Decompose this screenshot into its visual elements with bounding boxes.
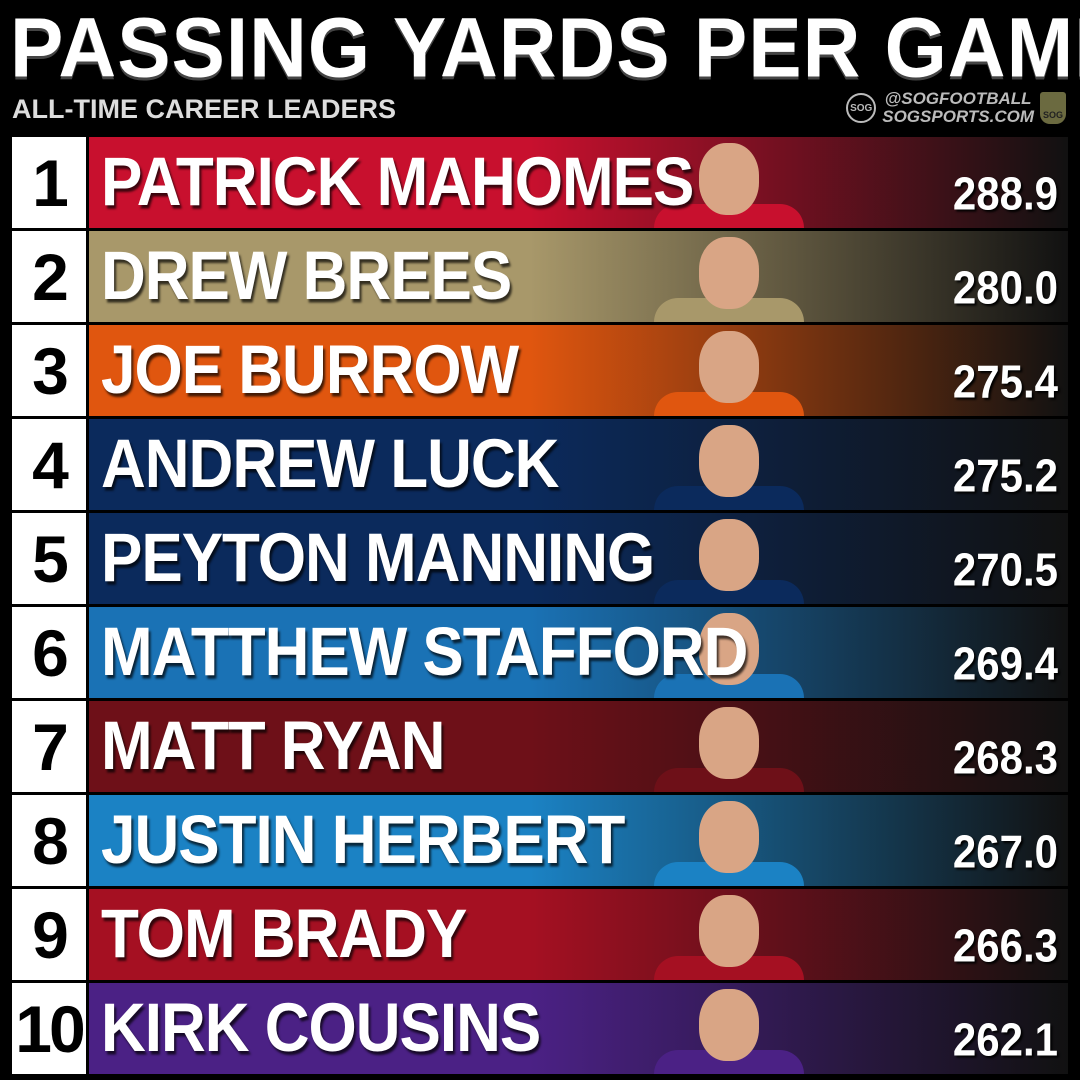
player-bar: KIRK COUSINS 262.1 [89,983,1068,1074]
player-head [699,613,759,685]
leaderboard: 1 PATRICK MAHOMES 288.9 2 DREW BREES 280… [12,137,1068,1077]
yards-per-game-value: 267.0 [952,825,1058,878]
leaderboard-row: 9 TOM BRADY 266.3 [12,889,1068,980]
yards-per-game-value: 275.2 [952,449,1058,502]
player-name: ANDREW LUCK [101,426,559,503]
player-head [699,143,759,215]
rank-number: 1 [12,137,86,228]
leaderboard-row: 2 DREW BREES 280.0 [12,231,1068,322]
player-head [699,801,759,873]
leaderboard-row: 5 PEYTON MANNING 270.5 [12,513,1068,604]
yards-per-game-value: 280.0 [952,261,1058,314]
leaderboard-row: 4 ANDREW LUCK 275.2 [12,419,1068,510]
social-handle: @SOGFOOTBALL [884,89,1032,108]
player-name: DREW BREES [101,238,512,315]
yards-per-game-value: 288.9 [952,167,1058,220]
player-name: KIRK COUSINS [101,990,541,1067]
player-bar: PATRICK MAHOMES 288.9 [89,137,1068,228]
player-photo [644,137,814,228]
rank-number: 9 [12,889,86,980]
player-name: TOM BRADY [101,896,467,973]
player-name: MATTHEW STAFFORD [101,614,748,691]
yards-per-game-value: 266.3 [952,919,1058,972]
yards-per-game-value: 275.4 [952,355,1058,408]
rank-number: 6 [12,607,86,698]
player-photo [644,983,814,1074]
player-name: MATT RYAN [101,708,445,785]
player-name: PATRICK MAHOMES [101,144,694,221]
sog-logo-icon: SOG [846,93,877,123]
player-bar: JOE BURROW 275.4 [89,325,1068,416]
player-name: PEYTON MANNING [101,520,655,597]
yards-per-game-value: 262.1 [952,1013,1058,1066]
player-bar: MATTHEW STAFFORD 269.4 [89,607,1068,698]
rank-number: 2 [12,231,86,322]
player-photo [644,607,814,698]
rank-number: 10 [12,983,86,1074]
leaderboard-row: 3 JOE BURROW 275.4 [12,325,1068,416]
player-photo [644,419,814,510]
website: SOGSPORTS.COM [882,107,1034,126]
player-head [699,895,759,967]
player-bar: TOM BRADY 266.3 [89,889,1068,980]
player-head [699,237,759,309]
player-photo [644,325,814,416]
player-photo [644,231,814,322]
rank-number: 8 [12,795,86,886]
player-head [699,425,759,497]
rank-number: 4 [12,419,86,510]
rank-number: 3 [12,325,86,416]
leaderboard-row: 8 JUSTIN HERBERT 267.0 [12,795,1068,886]
player-photo [644,513,814,604]
rank-number: 5 [12,513,86,604]
yards-per-game-value: 270.5 [952,543,1058,596]
shield-logo-icon: SOG [1040,92,1066,124]
player-head [699,331,759,403]
player-bar: MATT RYAN 268.3 [89,701,1068,792]
player-name: JOE BURROW [101,332,519,409]
player-bar: JUSTIN HERBERT 267.0 [89,795,1068,886]
subtitle: ALL-TIME CAREER LEADERS [12,94,396,124]
rank-number: 7 [12,701,86,792]
yards-per-game-value: 268.3 [952,731,1058,784]
player-head [699,707,759,779]
yards-per-game-value: 269.4 [952,637,1058,690]
player-photo [644,701,814,792]
leaderboard-row: 1 PATRICK MAHOMES 288.9 [12,137,1068,228]
player-photo [644,795,814,886]
player-bar: ANDREW LUCK 275.2 [89,419,1068,510]
page-title: PASSING YARDS PER GAME [10,0,1080,95]
leaderboard-row: 10 KIRK COUSINS 262.1 [12,983,1068,1074]
player-head [699,519,759,591]
player-photo [644,889,814,980]
leaderboard-row: 6 MATTHEW STAFFORD 269.4 [12,607,1068,698]
player-head [699,989,759,1061]
player-name: JUSTIN HERBERT [101,802,625,879]
brand-block: SOG @SOGFOOTBALL SOGSPORTS.COM SOG [846,90,1066,126]
player-bar: PEYTON MANNING 270.5 [89,513,1068,604]
leaderboard-row: 7 MATT RYAN 268.3 [12,701,1068,792]
player-bar: DREW BREES 280.0 [89,231,1068,322]
